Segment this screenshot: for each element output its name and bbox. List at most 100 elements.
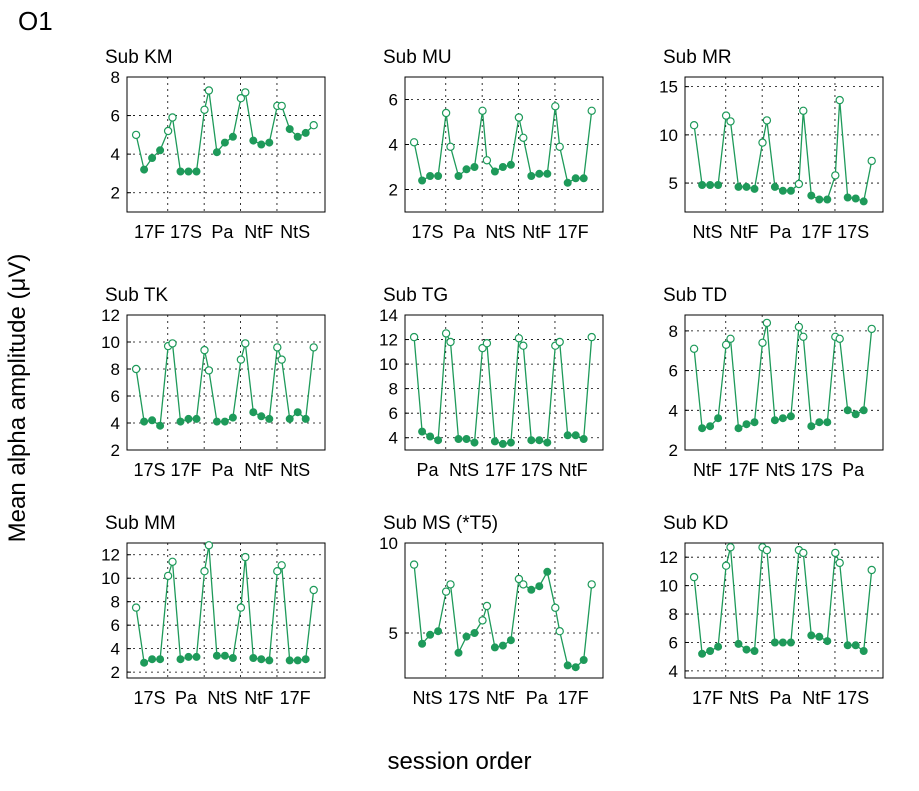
data-point-filled [579, 435, 588, 444]
x-tick-label: NtS [449, 460, 479, 480]
data-point-filled [228, 653, 237, 662]
data-point-open [587, 332, 596, 342]
data-point-filled [742, 420, 751, 429]
data-point-open [236, 603, 246, 612]
data-point-filled [823, 195, 832, 204]
data-point-open [163, 571, 173, 581]
y-tick-label: 2 [111, 184, 120, 203]
y-tick-label: 8 [669, 322, 678, 341]
panel-frame [684, 76, 884, 213]
panel-frame [126, 76, 326, 213]
chart-panel: Sub TK 2 4 6 8 10 12 17S 17F Pa NtF NtS [101, 285, 326, 480]
x-tick-label: Pa [211, 460, 234, 480]
data-point-filled [156, 146, 165, 155]
data-point-filled [535, 582, 544, 591]
data-point-open [835, 558, 844, 568]
x-tick-label: 17S [134, 460, 166, 480]
y-tick-label: 6 [389, 404, 398, 423]
data-point-open [200, 105, 209, 115]
x-tick-label: NtF [244, 460, 273, 480]
y-tick-label: 5 [669, 174, 678, 193]
data-point-filled [750, 418, 759, 427]
y-tick-label: 6 [111, 107, 120, 126]
series-line [135, 545, 315, 664]
data-point-open [441, 329, 451, 338]
y-tick-label: 10 [659, 577, 678, 596]
data-point-open [482, 339, 492, 348]
data-point-filled [462, 165, 471, 174]
x-tick-label: NtF [559, 460, 588, 480]
data-point-filled [228, 413, 237, 422]
data-point-filled [535, 436, 544, 445]
figure-label: O1 [18, 6, 53, 36]
data-point-open [762, 318, 772, 328]
data-point-open [277, 561, 286, 570]
data-point-filled [249, 136, 258, 145]
data-point-filled [786, 412, 795, 421]
chart-panel: Sub TG 4 6 8 10 12 14 Pa NtS 17F 17S NtF [379, 285, 604, 480]
data-point-open [835, 334, 844, 343]
data-point-filled [293, 408, 302, 417]
data-point-open [726, 334, 735, 343]
data-point-filled [140, 658, 149, 667]
data-point-open [689, 344, 699, 353]
y-tick-label: 4 [111, 145, 120, 164]
data-point-filled [490, 167, 499, 176]
data-point-open [409, 332, 419, 342]
data-point-open [514, 113, 524, 122]
data-point-filled [527, 436, 536, 445]
data-point-open [482, 156, 492, 165]
data-point-open [721, 111, 731, 120]
data-point-filled [563, 661, 572, 670]
data-point-filled [140, 417, 149, 426]
data-point-open [867, 565, 876, 575]
y-tick-label: 4 [669, 401, 678, 420]
data-point-open [241, 552, 250, 562]
y-tick-label: 8 [111, 68, 120, 87]
data-point-filled [184, 652, 193, 661]
data-point-filled [778, 186, 787, 195]
data-point-open [277, 355, 286, 364]
x-tick-label: NtS [207, 688, 237, 708]
data-point-open [168, 113, 177, 122]
y-tick-label: 10 [101, 333, 120, 352]
data-point-open [762, 116, 772, 125]
data-point-filled [498, 163, 507, 172]
data-point-open [555, 627, 564, 636]
chart-panel: Sub KD 4 6 8 10 12 17F NtS Pa NtF 17S [659, 513, 884, 708]
data-point-filled [257, 655, 266, 664]
data-point-open [273, 343, 282, 352]
data-point-filled [786, 638, 795, 647]
data-point-open [799, 106, 808, 116]
y-tick-label: 5 [389, 624, 398, 643]
data-point-filled [734, 182, 743, 191]
data-point-open [241, 88, 250, 97]
data-point-filled [434, 172, 443, 181]
chart-panel: Sub MS (*T5) 5 10 NtS 17S NtF Pa 17F [379, 513, 604, 708]
x-tick-label: 17S [412, 222, 444, 242]
data-point-open [799, 548, 808, 558]
x-tick-label: Pa [526, 688, 549, 708]
y-tick-label: 6 [389, 91, 398, 110]
data-point-open [587, 580, 596, 589]
panel-title: Sub MM [105, 513, 176, 534]
x-tick-label: 17S [837, 222, 869, 242]
data-point-filled [734, 424, 743, 433]
series-line [135, 342, 315, 427]
data-point-open [794, 179, 804, 189]
data-point-filled [301, 414, 310, 423]
data-point-filled [434, 627, 443, 636]
data-point-filled [714, 414, 723, 423]
data-point-open [441, 587, 451, 596]
data-point-open [478, 616, 487, 625]
data-point-open [131, 603, 141, 612]
data-point-filled [770, 638, 779, 647]
data-point-filled [257, 412, 266, 421]
data-point-open [721, 340, 731, 349]
data-point-filled [176, 167, 185, 176]
data-point-filled [698, 181, 707, 190]
data-point-filled [212, 417, 221, 426]
x-tick-label: 17F [485, 460, 516, 480]
data-point-filled [698, 424, 707, 433]
